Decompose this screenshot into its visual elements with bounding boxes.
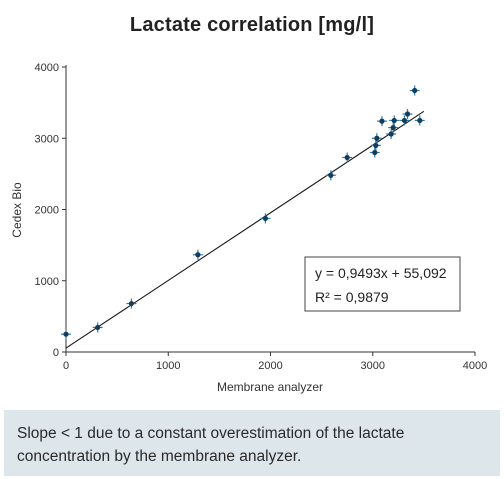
y-tick-label: 3000 [35,133,59,145]
x-tick-label: 1000 [156,360,180,372]
equation-box-frame [304,256,461,312]
scatter-plot: 0 1000 2000 3000 4000 0 1000 2000 3000 4000 y = 0… [10,62,488,394]
point-marker [390,124,396,131]
point-marker [373,142,379,148]
regression-line [65,110,425,349]
point-marker [412,87,418,94]
y-tick-label: 1000 [35,276,59,288]
chart-title: Lactate correlation [mg/l] [129,14,375,36]
data-points [61,85,425,340]
point-marker [404,111,411,117]
caption-line-2: concentration by the membrane analyzer. [17,448,302,465]
point-marker [379,118,385,124]
caption-line-1: Slope < 1 due to a constant overestimati… [17,425,405,442]
point-marker [63,331,69,337]
data-point [325,170,336,181]
x-tick-label: 2000 [258,360,282,372]
y-tick-label: 2000 [35,205,59,217]
point-marker [391,117,397,124]
point-marker [401,117,408,124]
x-tick-label: 0 [63,360,69,372]
data-point [371,133,382,144]
data-point [399,115,410,126]
data-point [386,128,397,139]
point-marker [195,252,201,258]
equation-box: y = 0,9493x + 55,092 R² = 0,9879 [304,256,461,312]
x-axis-label: Membrane analyzer [217,380,323,394]
point-marker [417,117,423,124]
y-axis-label: Cedex Bio [10,182,24,238]
data-point [388,122,399,133]
data-point [92,322,103,333]
regression-line-group [65,110,425,349]
data-point [402,109,413,120]
point-marker [388,131,394,137]
y-tick-label: 0 [53,347,59,359]
data-point [370,140,381,151]
x-tick-label: 3000 [361,360,385,372]
point-marker [95,324,101,331]
point-marker [374,135,380,141]
point-marker [344,154,350,161]
data-point [342,152,353,163]
data-point [409,85,420,96]
data-point [126,298,137,309]
data-point [414,115,425,126]
caption-box: Slope < 1 due to a constant overestimati… [4,410,500,476]
y-tick-label: 4000 [35,62,59,74]
r-squared-label: R² = 0,9879 [315,289,389,305]
point-marker [328,172,334,178]
equation-label: y = 0,9493x + 55,092 [315,265,447,281]
data-point [192,249,203,260]
point-marker [128,300,135,307]
x-tick-label: 4000 [463,360,487,372]
point-marker [372,149,378,156]
data-point [369,147,380,158]
data-point [389,115,400,126]
axes: 0 1000 2000 3000 4000 0 1000 2000 3000 4000 [35,62,488,372]
data-point [376,116,387,127]
point-marker [262,215,268,222]
data-point [260,213,271,224]
data-point [61,329,71,340]
